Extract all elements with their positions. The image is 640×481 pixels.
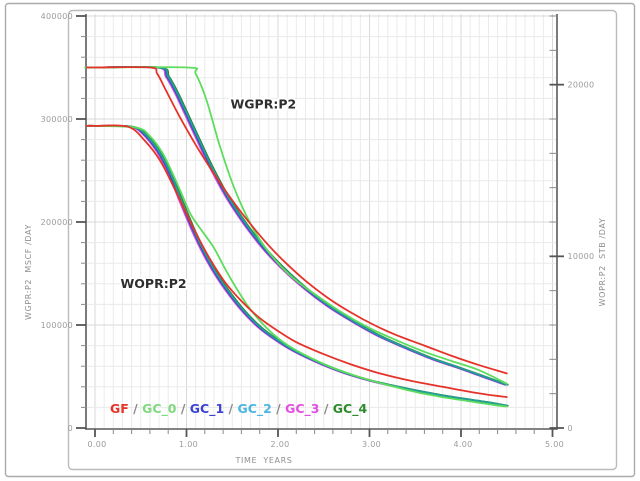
legend-item-gc-2: GC_2 [237,401,271,417]
y-left-tick-label: 300000 [41,115,73,124]
curve-wgpr-p2-gc-2 [85,65,508,386]
x-tick-label: 5.00 [545,440,564,449]
y-left-tick-label: 100000 [41,321,73,330]
y-left-tick-label: 0 [68,424,73,433]
x-tick-label: 2.00 [270,440,289,449]
grid [86,14,557,429]
legend-item-gc-1: GC_1 [190,401,224,417]
x-tick-label: 4.00 [453,440,472,449]
legend-item-gf: GF [110,401,129,416]
curve-wgpr-p2-gc-0 [84,66,508,385]
plot-labels: WGPR:P2 WOPR:P2 [119,95,299,293]
y-right-tick-label: 10000 [568,252,595,261]
x-tick-label: 0.00 [87,440,106,449]
legend-separator: / [224,401,237,416]
legend-separator: / [320,401,333,416]
y-left-tick-label: 400000 [41,12,73,21]
series-curves [84,65,509,408]
legend-item-gc-0: GC_0 [142,401,177,417]
y-left-tick-label: 200000 [41,218,73,227]
legend-item-gc-3: GC_3 [285,401,319,417]
annotation-wopr-p2: WOPR:P2 [121,276,187,291]
widget-border [4,2,636,478]
axes: 0 100000 200000 300000 400000 0 10000 20000 0.00… [41,12,595,449]
x-axis-title: TIME YEARS [235,456,293,465]
y-axis-right-title: WOPR:P2 STB /DAY [598,218,607,307]
annotation-wgpr-p2: WGPR:P2 [231,97,297,112]
legend-separator: / [129,401,142,416]
curve-wopr-p2-gc-2 [85,124,508,407]
legend-separator: / [272,401,285,416]
y-axis-left-title: WGPR:P2 MSCF /DAY [24,224,33,320]
x-tick-label: 3.00 [362,440,381,449]
curve-wopr-p2-gc-0 [85,124,508,408]
legend: GF / GC_0 / GC_1 / GC_2 / GC_3 / GC_4 [110,401,367,417]
curve-wopr-p2-gf [85,124,508,398]
y-right-tick-label: 20000 [568,80,595,89]
legend-separator: / [176,401,189,416]
curve-wgpr-p2-gf [85,66,508,375]
x-tick-label: 1.00 [179,440,198,449]
legend-item-gc-4: GC_4 [333,401,368,417]
y-right-tick-label: 0 [568,424,573,433]
